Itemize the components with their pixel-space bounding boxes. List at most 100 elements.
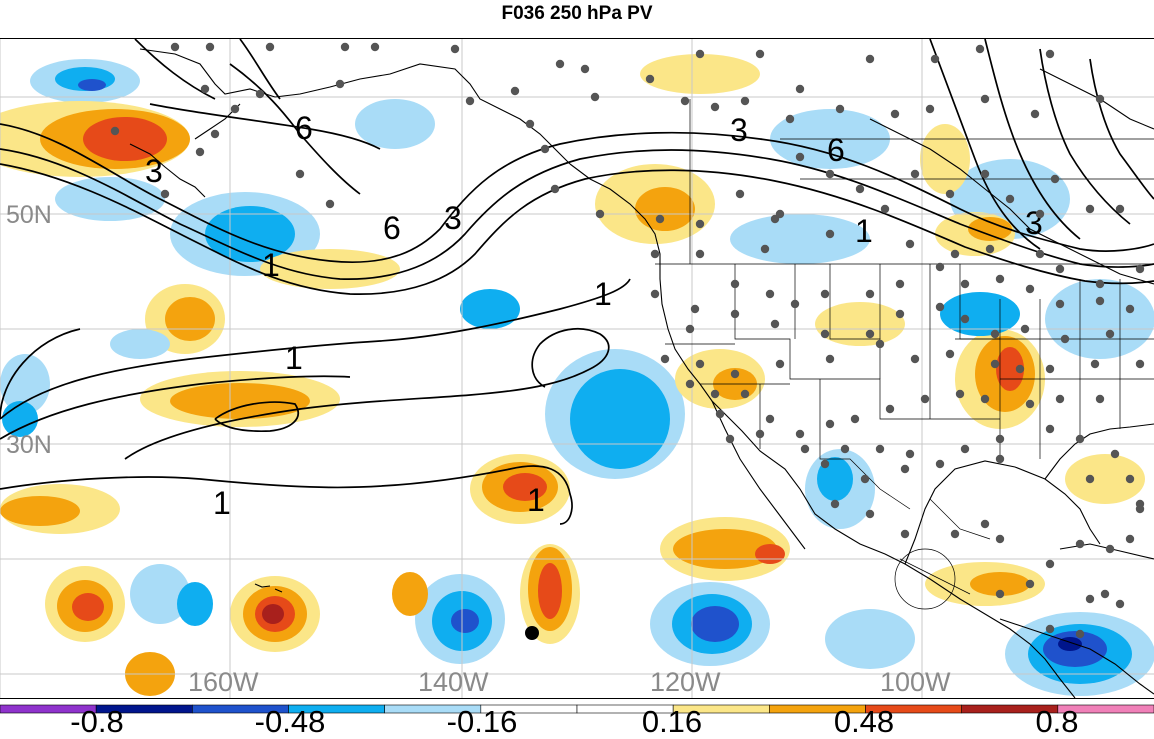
station-dot — [1125, 304, 1135, 314]
station-dot — [1095, 394, 1105, 404]
lon-label-120w: 120W — [650, 667, 721, 697]
station-dot — [775, 359, 785, 369]
lon-label-100w: 100W — [880, 667, 951, 697]
station-dot — [825, 169, 835, 179]
station-dot — [695, 359, 705, 369]
lat-label-30n: 30N — [6, 431, 52, 459]
station-dot — [1045, 559, 1055, 569]
station-dot — [730, 369, 740, 379]
station-dot — [580, 64, 590, 74]
station-dot — [730, 279, 740, 289]
lon-label-160w: 160W — [188, 667, 259, 697]
station-dot — [875, 339, 885, 349]
station-dot — [825, 229, 835, 239]
anomaly-blob — [170, 383, 310, 419]
anomaly-blob — [262, 604, 284, 624]
station-dot — [795, 429, 805, 439]
station-dot — [840, 444, 850, 454]
anomaly-blob — [72, 593, 104, 621]
station-dot — [1135, 504, 1145, 514]
station-dot — [820, 289, 830, 299]
station-dot — [900, 529, 910, 539]
station-dot — [655, 214, 665, 224]
station-dot — [880, 204, 890, 214]
station-dot — [725, 434, 735, 444]
station-dot — [935, 302, 945, 312]
colorbar-tick-label: 0.8 — [1035, 704, 1079, 739]
station-dot — [825, 419, 835, 429]
station-dot — [795, 152, 805, 162]
anomaly-blob — [570, 369, 670, 469]
station-dot — [825, 354, 835, 364]
anomaly-blob — [825, 609, 915, 669]
station-dot — [325, 199, 335, 209]
station-dot — [465, 96, 475, 106]
anomaly-blob — [392, 572, 428, 616]
station-dot — [860, 474, 870, 484]
station-dot — [865, 509, 875, 519]
anomaly-blob — [260, 249, 400, 289]
station-dot — [1095, 94, 1105, 104]
station-dot — [1025, 579, 1035, 589]
station-dot — [900, 464, 910, 474]
colorbar-tick-label: 0.16 — [641, 704, 703, 739]
station-dot — [200, 84, 210, 94]
contour-label: 1 — [262, 247, 280, 283]
station-dot — [1105, 544, 1115, 554]
station-dot — [1025, 399, 1035, 409]
station-dot — [835, 104, 845, 114]
coastlines — [129, 48, 1154, 698]
station-dot — [945, 189, 955, 199]
station-dot — [650, 289, 660, 299]
station-dot — [975, 44, 985, 54]
station-dot — [695, 49, 705, 59]
station-dot — [170, 42, 180, 52]
anomaly-blob — [538, 563, 562, 619]
station-dot — [1035, 249, 1045, 259]
anomaly-blob — [815, 302, 905, 346]
figure-title: F036 250 hPa PV — [501, 3, 653, 24]
station-dot — [955, 389, 965, 399]
anomaly-blob — [110, 329, 170, 359]
station-dot — [335, 79, 345, 89]
station-dot — [910, 169, 920, 179]
target-marker — [525, 626, 539, 640]
station-dot — [160, 189, 170, 199]
station-dot — [985, 244, 995, 254]
station-dot — [1055, 394, 1065, 404]
station-dot — [1085, 474, 1095, 484]
station-dot — [255, 89, 265, 99]
station-dot — [990, 329, 1000, 339]
station-dot — [865, 329, 875, 339]
station-dot — [935, 459, 945, 469]
station-dot — [680, 96, 690, 106]
anomaly-blob — [503, 473, 547, 501]
anomaly-blob — [130, 564, 190, 624]
pv-contours — [0, 39, 1154, 525]
station-dot — [295, 169, 305, 179]
pv-map: 6 3 1 6 3 1 3 6 1 3 1 1 1 50N 30N 160W 1… — [0, 38, 1154, 699]
anomaly-blob — [640, 54, 760, 94]
colorbar — [0, 704, 1154, 714]
station-dot — [1115, 204, 1125, 214]
station-dot — [875, 444, 885, 454]
station-dot — [1075, 434, 1085, 444]
station-dot — [340, 42, 350, 52]
station-dot — [905, 449, 915, 459]
contour-label: 3 — [444, 200, 462, 236]
station-dot — [1050, 174, 1060, 184]
station-dot — [920, 394, 930, 404]
station-dot — [770, 319, 780, 329]
anomaly-blob — [730, 214, 870, 264]
contour-label: 1 — [594, 276, 612, 312]
station-dot — [195, 147, 205, 157]
contour-label: 6 — [827, 132, 845, 168]
lon-label-140w: 140W — [418, 667, 489, 697]
station-dot — [1005, 194, 1015, 204]
contour-label: 3 — [145, 153, 163, 189]
station-dot — [765, 289, 775, 299]
station-dot — [895, 279, 905, 289]
station-dot — [510, 86, 520, 96]
contour-label: 1 — [527, 482, 545, 518]
